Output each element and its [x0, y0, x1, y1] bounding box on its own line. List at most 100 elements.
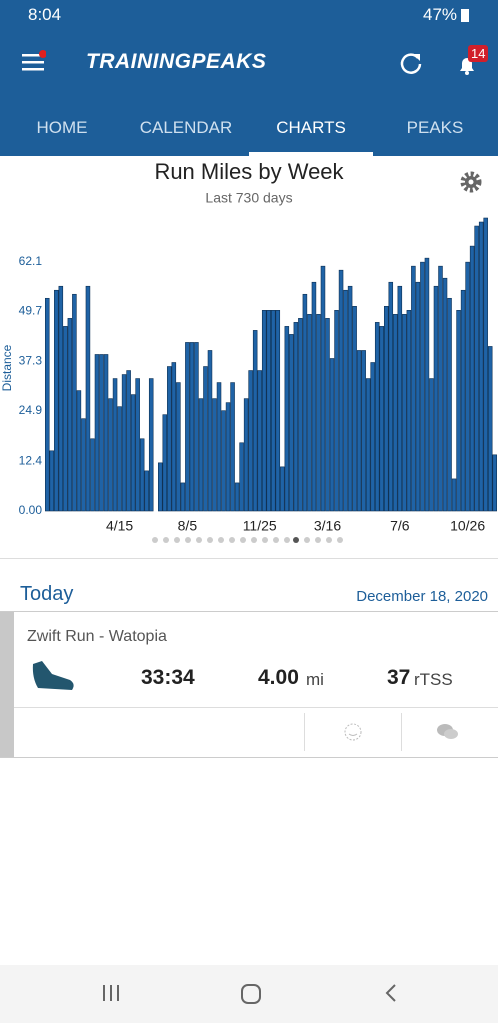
bar [402, 314, 407, 512]
bar [90, 438, 95, 512]
bar [67, 318, 73, 512]
distance: 4.00 [258, 666, 299, 689]
nav-buttons[interactable] [0, 965, 498, 1023]
today-label: Today [20, 583, 74, 605]
tab[interactable]: PEAKS [406, 118, 464, 137]
bar [298, 318, 303, 512]
refresh-button[interactable] [398, 50, 424, 76]
bar [139, 438, 145, 512]
bar [329, 358, 335, 512]
bar [85, 285, 91, 512]
bar [415, 281, 421, 512]
bar [176, 382, 181, 512]
y-tick-label: 12.4 [19, 453, 43, 467]
distance-unit: mi [306, 670, 324, 689]
card-stripe [0, 612, 14, 757]
bar [243, 398, 249, 512]
bar [58, 285, 64, 512]
bar [49, 450, 55, 512]
bar [442, 277, 448, 512]
bar [72, 293, 77, 512]
workout-card[interactable]: Zwift Run - Watopia 33:34 4.00 mi 37 rTS… [0, 611, 498, 758]
bar [148, 378, 154, 512]
bar [171, 362, 177, 512]
bar [293, 322, 299, 512]
bar [451, 478, 457, 512]
bar [76, 390, 82, 512]
bar [162, 414, 168, 512]
bar [185, 342, 190, 512]
bar [483, 217, 488, 512]
bar [130, 394, 136, 512]
run-icon [32, 661, 74, 690]
bar [112, 378, 118, 512]
y-axis-label: Distance [0, 344, 14, 391]
bar [316, 314, 321, 512]
feel-button[interactable] [343, 722, 363, 742]
bar [433, 285, 439, 512]
duration: 33:34 [141, 666, 195, 689]
card-divider [304, 713, 305, 751]
bar [438, 265, 443, 512]
bar [325, 318, 330, 512]
bar [338, 269, 344, 512]
x-tick-label: 8/5 [178, 518, 198, 534]
bar [356, 350, 362, 512]
tss: 37 [387, 666, 411, 689]
bar [311, 281, 317, 512]
bar [212, 398, 217, 512]
bar [429, 378, 434, 512]
bar [487, 346, 493, 512]
chart: Run Miles by Week Last 730 days Distance… [0, 159, 497, 543]
bar [447, 297, 452, 512]
x-tick-label: 3/16 [314, 518, 341, 534]
bar [225, 402, 231, 512]
bar [252, 330, 258, 512]
comment-button[interactable] [436, 723, 460, 741]
menu-button[interactable] [20, 50, 46, 72]
bar [270, 310, 276, 512]
tab[interactable]: HOME [36, 118, 88, 137]
bar [478, 221, 484, 512]
bar [474, 225, 479, 512]
bar [361, 350, 366, 512]
notification-badge: 14 [468, 45, 489, 62]
bar [54, 289, 59, 512]
bar [352, 306, 357, 512]
bar [320, 265, 326, 512]
bar [492, 454, 497, 512]
x-tick-label: 10/26 [450, 518, 485, 534]
bar [397, 285, 403, 512]
bar [266, 310, 271, 512]
y-tick-label: 24.9 [19, 403, 43, 417]
x-tick-label: 7/6 [390, 518, 410, 534]
bar [261, 310, 267, 512]
bar [230, 382, 235, 512]
tab-indicator [249, 152, 373, 156]
bar [284, 326, 290, 512]
bar [411, 265, 416, 512]
pager-dots [152, 537, 343, 543]
bar [393, 314, 398, 512]
bar [44, 297, 50, 512]
settings-icon[interactable] [460, 171, 482, 193]
bar [302, 293, 308, 512]
chart-title: Run Miles by Week [154, 159, 344, 184]
battery: 47% [423, 5, 458, 24]
bar [234, 482, 240, 512]
bar [275, 310, 281, 512]
bar [289, 334, 294, 512]
bar [216, 382, 222, 512]
logo: TRAININGPEAKS [86, 50, 267, 73]
bar [135, 378, 140, 512]
tab-active[interactable]: CHARTS [276, 118, 346, 137]
bar [63, 326, 68, 512]
bar [121, 374, 127, 512]
tab[interactable]: CALENDAR [139, 118, 233, 137]
x-tick-label: 4/15 [106, 518, 133, 534]
bar [103, 354, 109, 512]
bar [456, 310, 461, 512]
bar [370, 362, 375, 512]
bar [383, 306, 389, 512]
